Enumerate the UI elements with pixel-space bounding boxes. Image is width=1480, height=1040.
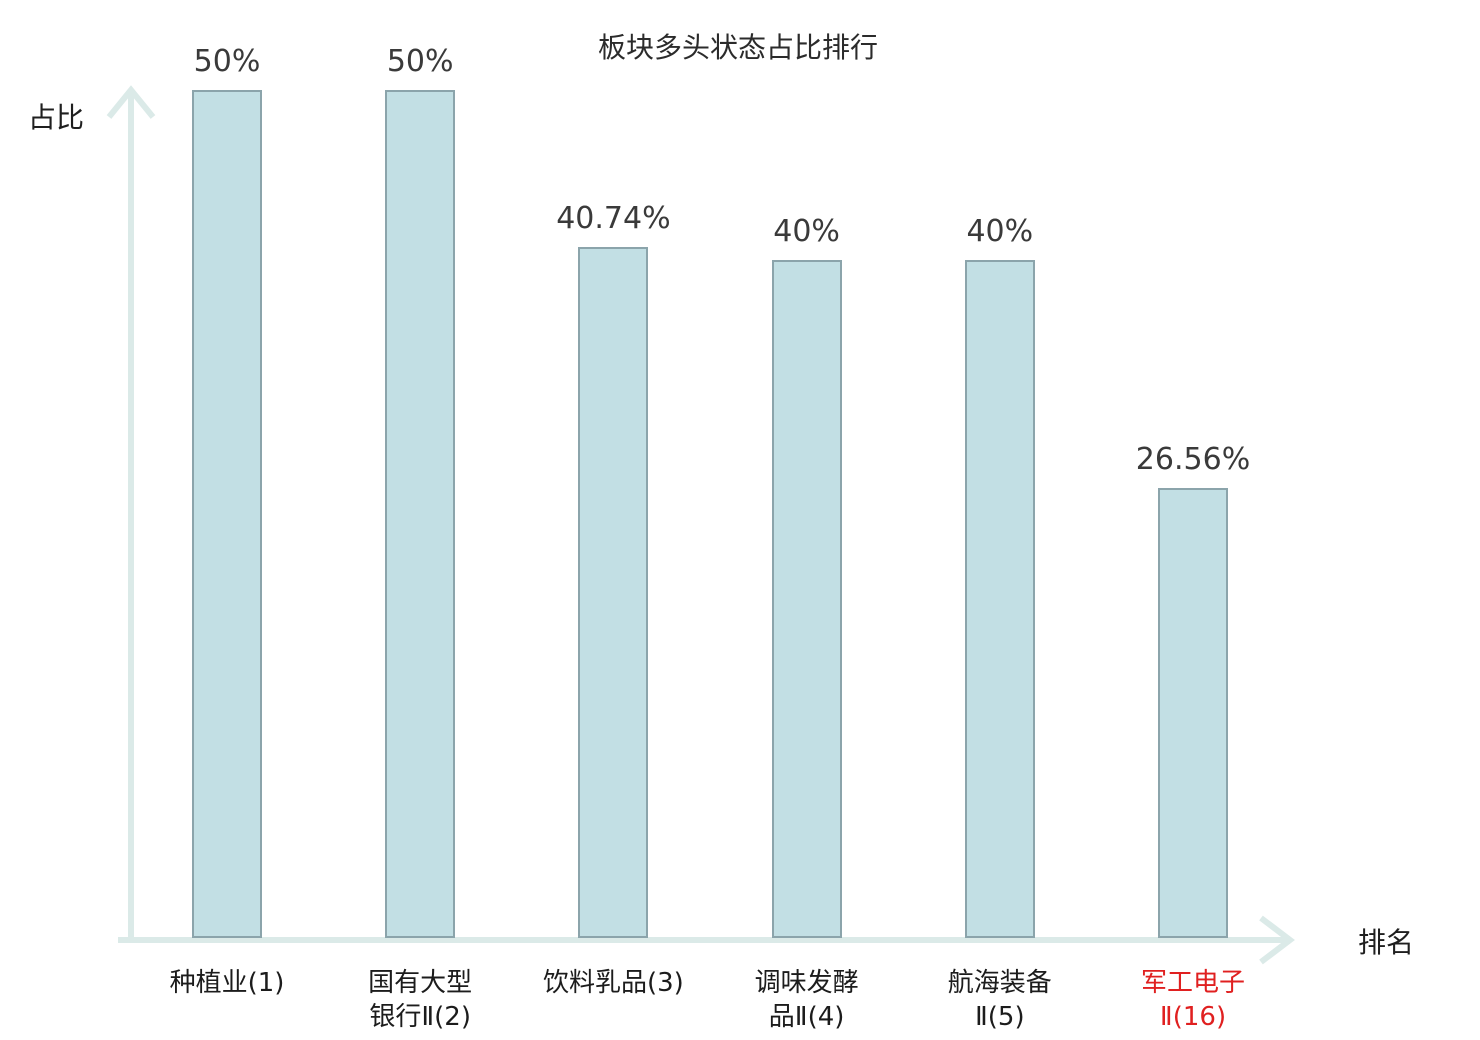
category-label-line: 调味发酵 — [754, 968, 859, 998]
category-label-line: 品Ⅱ(4) — [768, 1002, 845, 1032]
bar — [578, 247, 649, 938]
y-axis-label: 占比 — [28, 101, 85, 134]
x-axis-label: 排名 — [1358, 926, 1415, 959]
bar-value-label: 50% — [193, 44, 261, 79]
category-label: 饮料乳品(3) — [543, 966, 684, 1000]
category-label-line: Ⅱ(5) — [974, 1002, 1025, 1032]
category-label: 国有大型银行Ⅱ(2) — [368, 966, 472, 1034]
category-label: 种植业(1) — [170, 966, 285, 1000]
category-label-line: Ⅱ(16) — [1159, 1002, 1227, 1032]
bar-value-label: 26.56% — [1135, 442, 1251, 477]
category-label: 航海装备 Ⅱ(5) — [948, 966, 1052, 1034]
category-label: 调味发酵品Ⅱ(4) — [755, 966, 859, 1034]
category-label-line: 银行Ⅱ(2) — [369, 1002, 472, 1032]
category-label-line: 种植业(1) — [169, 968, 285, 998]
bar — [964, 260, 1035, 938]
y-axis-arrow-icon — [106, 85, 156, 119]
chart-title: 板块多头状态占比排行 — [597, 31, 879, 64]
bar — [385, 90, 456, 938]
category-label-line: 航海装备 — [947, 968, 1052, 998]
bar-value-label: 40% — [773, 214, 840, 249]
category-label-line: 军工电子 — [1140, 968, 1246, 998]
category-label: 军工电子 Ⅱ(16) — [1141, 966, 1245, 1034]
bar-value-label: 40% — [966, 214, 1034, 249]
bar-value-label: 50% — [386, 44, 454, 79]
x-axis-arrow-icon — [1259, 915, 1295, 965]
bar — [192, 90, 262, 938]
category-label-line: 国有大型 — [368, 968, 473, 998]
bar-value-label: 40.74% — [556, 201, 671, 236]
bar — [1158, 488, 1228, 938]
bar — [771, 260, 842, 938]
category-label-line: 饮料乳品(3) — [542, 968, 684, 998]
